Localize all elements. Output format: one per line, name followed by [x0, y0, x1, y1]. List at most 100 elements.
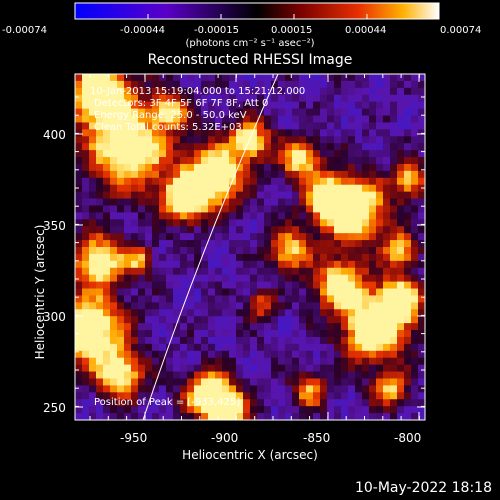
heatmap-cell: [138, 219, 146, 227]
heatmap-cell: [264, 392, 272, 400]
heatmap-cell: [404, 323, 412, 331]
heatmap-cell: [341, 157, 349, 165]
heatmap-cell: [110, 253, 118, 262]
heatmap-cell: [355, 191, 363, 199]
heatmap-cell: [208, 371, 216, 379]
heatmap-cell: [208, 364, 216, 372]
heatmap-cell: [418, 136, 425, 144]
heatmap-cell: [138, 413, 146, 420]
heatmap-cell: [180, 295, 188, 303]
heatmap-cell: [124, 226, 132, 234]
heatmap-cell: [397, 198, 405, 206]
heatmap-cell: [327, 336, 335, 345]
heatmap-cell: [201, 295, 209, 303]
heatmap-cell: [110, 392, 118, 400]
heatmap-cell: [327, 323, 335, 331]
heatmap-cell: [264, 80, 272, 89]
heatmap-cell: [397, 316, 405, 324]
heatmap-cell: [180, 177, 188, 186]
heatmap-cell: [82, 191, 90, 199]
heatmap-cell: [257, 157, 265, 165]
heatmap-cell: [362, 260, 370, 269]
heatmap-cell: [285, 87, 293, 96]
heatmap-cell: [236, 357, 244, 366]
heatmap-cell: [117, 122, 125, 130]
heatmap-cell: [341, 115, 349, 123]
heatmap-cell: [292, 219, 300, 227]
heatmap-cell: [313, 260, 321, 269]
heatmap-cell: [320, 80, 328, 89]
heatmap-cell: [327, 191, 335, 199]
heatmap-cell: [166, 281, 174, 289]
heatmap-cell: [341, 399, 349, 407]
heatmap-cell: [397, 406, 405, 414]
heatmap-cell: [124, 212, 132, 220]
heatmap-cell: [243, 177, 251, 186]
heatmap-cell: [131, 212, 139, 220]
heatmap-cell: [166, 302, 174, 310]
heatmap-cell: [404, 136, 412, 144]
heatmap-cell: [222, 94, 230, 103]
heatmap-cell: [117, 371, 125, 379]
heatmap-cell: [341, 378, 349, 386]
heatmap-cell: [124, 330, 132, 338]
heatmap-cell: [82, 413, 90, 420]
heatmap-cell: [131, 157, 139, 165]
heatmap-cell: [383, 309, 391, 317]
heatmap-cell: [383, 364, 391, 372]
heatmap-cell: [285, 136, 293, 144]
heatmap-cell: [355, 330, 363, 338]
heatmap-cell: [271, 336, 279, 345]
heatmap-cell: [320, 343, 328, 352]
heatmap-cell: [355, 302, 363, 310]
heatmap-cell: [313, 413, 321, 420]
heatmap-cell: [327, 170, 335, 179]
heatmap-cell: [117, 247, 125, 255]
heatmap-cell: [117, 302, 125, 310]
heatmap-cell: [285, 392, 293, 400]
heatmap-cell: [362, 302, 370, 310]
heatmap-cell: [376, 115, 384, 123]
heatmap-cell: [201, 191, 209, 199]
heatmap-cell: [327, 80, 335, 89]
heatmap-cell: [418, 302, 425, 310]
heatmap-cell: [103, 392, 111, 400]
heatmap-cell: [138, 212, 146, 220]
heatmap-cell: [152, 87, 160, 96]
heatmap-cell: [89, 336, 97, 345]
heatmap-cell: [145, 205, 153, 213]
heatmap-cell: [397, 267, 405, 276]
heatmap-cell: [362, 94, 370, 103]
heatmap-cell: [208, 94, 216, 103]
heatmap-cell: [383, 136, 391, 144]
heatmap-cell: [215, 274, 223, 282]
heatmap-cell: [103, 157, 111, 165]
heatmap-cell: [250, 253, 258, 262]
heatmap-cell: [117, 392, 125, 400]
heatmap-cell: [327, 94, 335, 103]
heatmap-cell: [145, 385, 153, 393]
heatmap-cell: [271, 122, 279, 130]
heatmap-cell: [166, 205, 174, 213]
heatmap-cell: [250, 392, 258, 400]
heatmap-cell: [208, 274, 216, 282]
heatmap-cell: [257, 267, 265, 276]
heatmap-cell: [180, 87, 188, 96]
heatmap-cell: [397, 253, 405, 262]
heatmap-cell: [411, 233, 419, 241]
heatmap-cell: [103, 177, 111, 186]
heatmap-cell: [145, 302, 153, 310]
heatmap-cell: [131, 302, 139, 310]
heatmap-cell: [418, 170, 425, 179]
heatmap-cell: [278, 184, 286, 193]
heatmap-cell: [117, 87, 125, 96]
heatmap-cell: [341, 143, 349, 151]
heatmap-cell: [187, 74, 195, 82]
heatmap-cell: [131, 87, 139, 96]
heatmap-cell: [152, 253, 160, 262]
heatmap-cell: [243, 163, 251, 172]
heatmap-cell: [299, 115, 307, 123]
heatmap-cell: [404, 253, 412, 262]
heatmap-cell: [285, 115, 293, 123]
heatmap-cell: [110, 226, 118, 234]
